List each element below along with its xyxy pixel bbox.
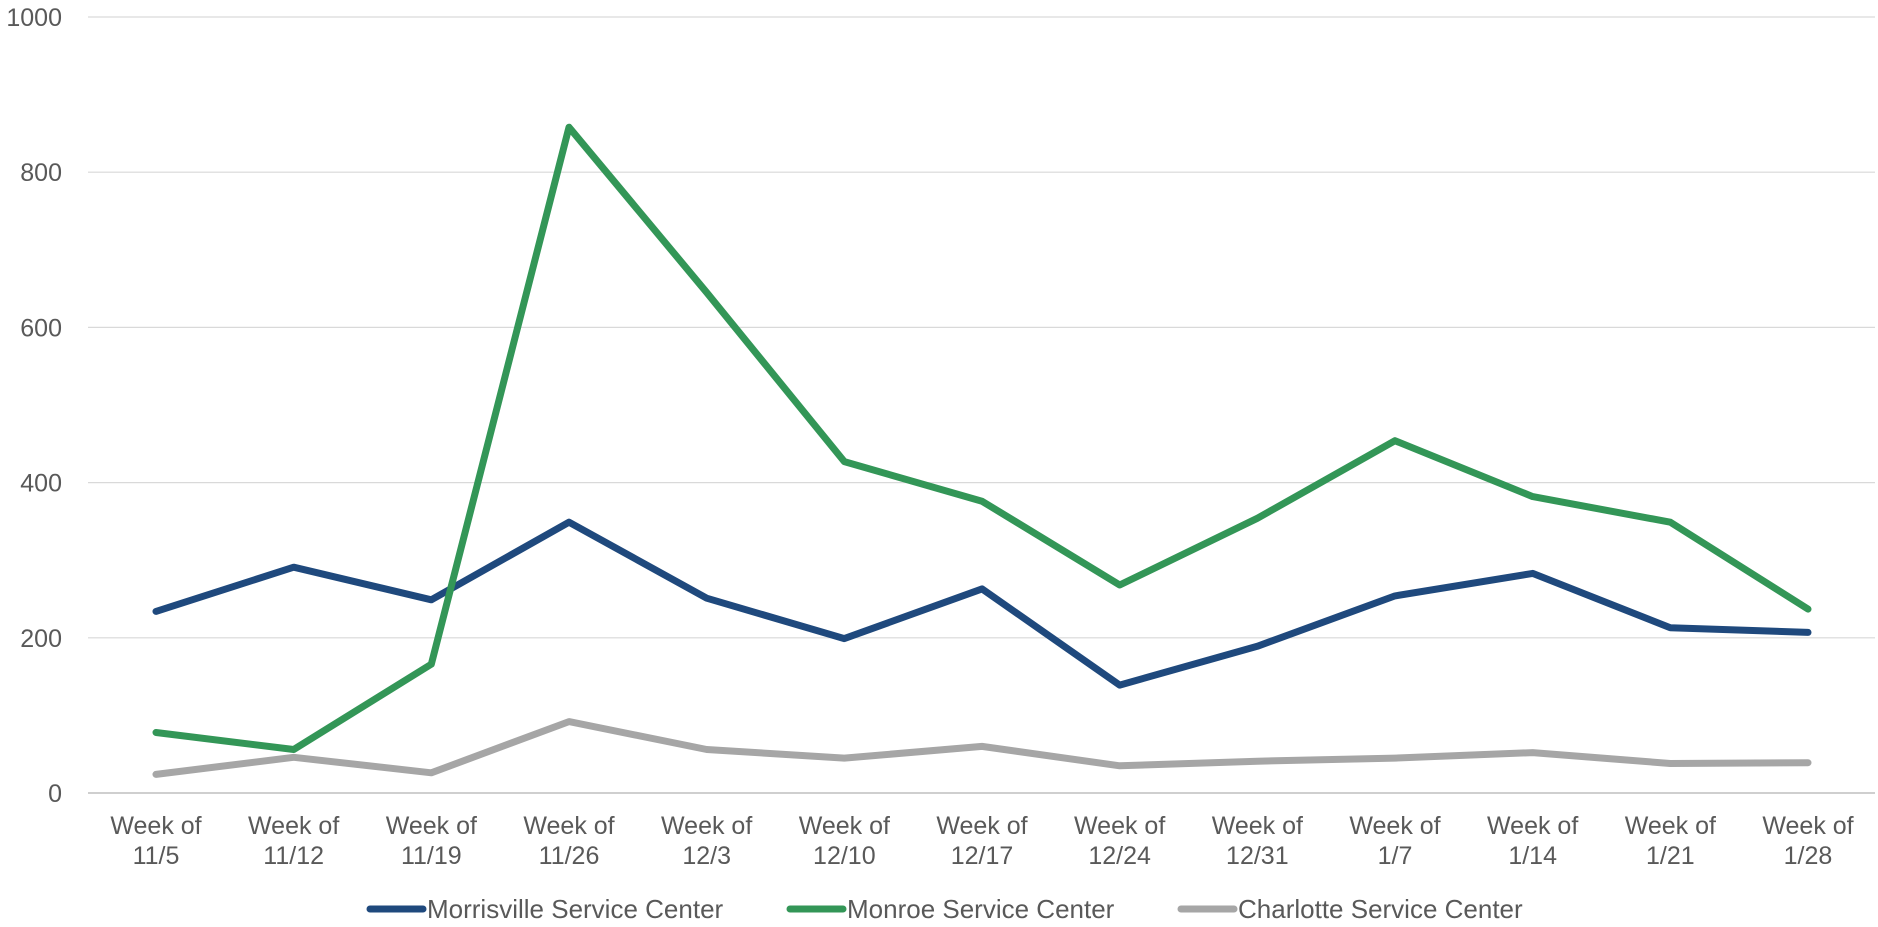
y-tick-label: 0: [48, 780, 62, 808]
legend-label: Monroe Service Center: [847, 894, 1115, 922]
legend: Morrisville Service Center Monroe Service…: [370, 894, 1523, 922]
series-line-2: [156, 127, 1808, 749]
y-tick-label: 1000: [6, 4, 62, 32]
series-lines: [156, 127, 1808, 774]
series-line-1: [156, 522, 1808, 685]
gridlines: [88, 17, 1875, 793]
y-tick-label: 200: [20, 625, 62, 653]
y-tick-label: 600: [20, 314, 62, 342]
y-tick-label: 400: [20, 470, 62, 498]
legend-label: Morrisville Service Center: [427, 894, 724, 922]
series-line-3: [156, 722, 1808, 775]
y-tick-label: 800: [20, 159, 62, 187]
legend-label: Charlotte Service Center: [1238, 894, 1523, 922]
